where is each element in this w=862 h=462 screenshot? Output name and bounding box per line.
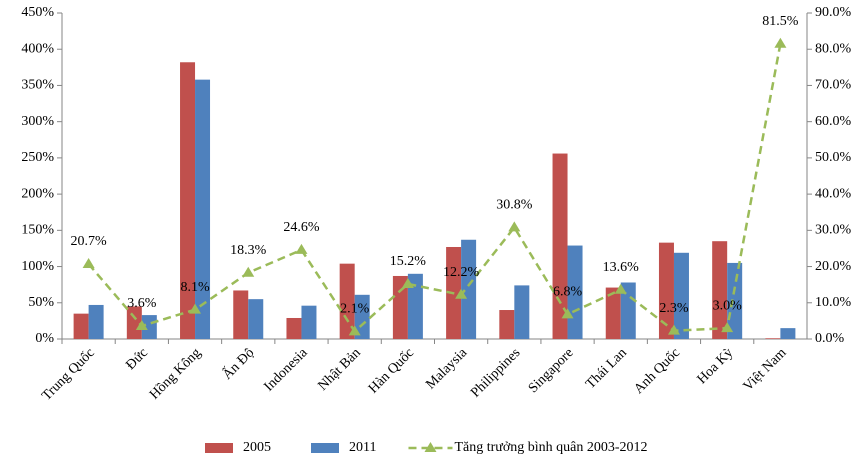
data-label: 15.2%: [390, 254, 427, 269]
line-marker: [667, 324, 680, 335]
line-marker: [774, 37, 787, 48]
y-tick-label: 150%: [21, 223, 54, 238]
bar: [354, 294, 370, 339]
data-label: 8.1%: [180, 280, 210, 295]
bar: [73, 313, 89, 339]
bar: [248, 299, 264, 339]
x-tick-label: Singapore: [526, 345, 577, 396]
y-tick-label: 100%: [21, 259, 54, 274]
y-tick-label: 350%: [21, 78, 54, 93]
x-tick-label: Anh Quốc: [631, 345, 683, 397]
data-label: 12.2%: [443, 265, 480, 280]
data-label: 2.3%: [659, 301, 689, 316]
data-label: 24.6%: [283, 220, 320, 235]
y-tick-label: 400%: [21, 41, 54, 56]
line-marker: [135, 319, 148, 330]
bar: [658, 242, 674, 339]
data-label: 30.8%: [496, 198, 533, 213]
line-marker: [242, 266, 255, 277]
x-tick-label: Indonesia: [261, 345, 311, 395]
line: [87, 43, 782, 334]
line-marker: [348, 325, 361, 336]
line-marker: [721, 322, 734, 333]
y2-tick-label: 40.0%: [815, 186, 852, 201]
x-tick-label: Hàn Quốc: [366, 345, 417, 396]
data-label: 81.5%: [762, 14, 799, 29]
bar: [339, 263, 355, 339]
x-tick-label: Trung Quốc: [39, 345, 97, 403]
y-tick-label: 300%: [21, 114, 54, 129]
bar: [712, 241, 728, 339]
y-tick-label: 50%: [28, 295, 54, 310]
line-marker: [82, 258, 95, 269]
x-tick-label: Thái Lan: [583, 345, 630, 392]
bar: [673, 252, 689, 339]
y2-tick-label: 60.0%: [815, 114, 852, 129]
data-label: 2.1%: [340, 302, 370, 317]
line-marker: [401, 277, 414, 288]
bar: [195, 79, 211, 339]
y-tick-label: 0%: [35, 331, 54, 346]
legend-label: Tăng trưởng bình quân 2003-2012: [454, 440, 647, 455]
bar: [407, 273, 423, 339]
legend-label: 2005: [243, 440, 271, 455]
line-marker: [614, 283, 627, 294]
y2-tick-label: 80.0%: [815, 41, 852, 56]
y-tick-label: 250%: [21, 150, 54, 165]
line-marker: [508, 221, 521, 232]
line-marker: [561, 308, 574, 319]
bar: [727, 262, 743, 339]
bar: [233, 290, 249, 339]
y-tick-label: 450%: [21, 5, 54, 20]
data-label: 20.7%: [71, 234, 108, 249]
x-tick-label: Hồng Kông: [147, 345, 204, 402]
legend-swatch: [311, 443, 339, 453]
x-tick-label: Ấn Độ: [219, 344, 258, 383]
bar: [499, 310, 515, 339]
line-marker: [295, 243, 308, 254]
bar: [392, 275, 408, 339]
y2-tick-label: 70.0%: [815, 78, 852, 93]
x-tick-label: Việt Nam: [741, 345, 790, 394]
y2-tick-label: 30.0%: [815, 223, 852, 238]
y2-tick-label: 90.0%: [815, 5, 852, 20]
line-marker: [455, 288, 468, 299]
data-label: 6.8%: [553, 285, 583, 300]
bar: [765, 338, 781, 339]
bar: [605, 287, 621, 339]
legend-label: 2011: [349, 440, 376, 455]
bar: [552, 153, 568, 339]
y2-tick-label: 10.0%: [815, 295, 852, 310]
y2-tick-label: 50.0%: [815, 150, 852, 165]
bar: [461, 239, 477, 339]
bar: [514, 285, 530, 339]
bar: [126, 306, 142, 339]
bar: [286, 317, 302, 339]
bar: [301, 305, 317, 339]
y2-tick-label: 20.0%: [815, 259, 852, 274]
x-tick-label: Philippines: [468, 345, 523, 400]
bar: [180, 62, 196, 340]
y-tick-label: 200%: [21, 186, 54, 201]
x-tick-label: Malaysia: [423, 345, 470, 392]
legend-swatch: [205, 443, 233, 453]
x-tick-label: Nhật Bản: [316, 345, 364, 393]
data-label: 13.6%: [603, 260, 640, 275]
data-label: 3.0%: [713, 298, 743, 313]
y2-tick-label: 0.0%: [815, 331, 845, 346]
x-tick-label: Đức: [123, 345, 151, 373]
data-label: 18.3%: [230, 243, 267, 258]
bar: [620, 282, 636, 339]
line-marker: [189, 303, 202, 314]
legend-marker: [424, 442, 437, 452]
bar: [780, 328, 796, 339]
bar: [88, 304, 104, 339]
x-tick-label: Hoa Kỳ: [695, 345, 737, 387]
data-label: 3.6%: [127, 296, 157, 311]
bar: [141, 315, 157, 339]
